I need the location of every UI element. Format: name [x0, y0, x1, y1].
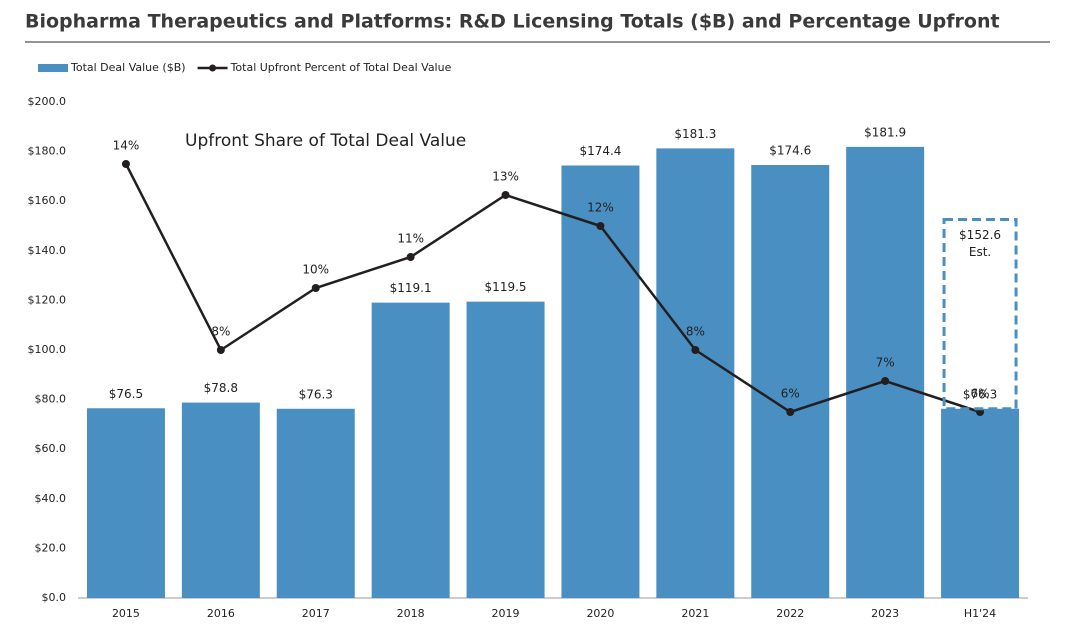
x-tick-label: 2019: [492, 607, 520, 620]
x-tick-label: 2022: [776, 607, 804, 620]
line-value-label: 7%: [876, 356, 895, 370]
line-value-label: 10%: [302, 263, 329, 277]
bar: [86, 408, 165, 598]
line-value-label: 12%: [587, 201, 614, 215]
line-value-label: 14%: [113, 139, 140, 153]
legend-swatch: [38, 64, 68, 72]
line-value-label: 8%: [211, 325, 230, 339]
bar: [181, 402, 260, 598]
bar: [276, 408, 355, 598]
x-tick-label: 2018: [397, 607, 425, 620]
bar-value-label: $181.3: [674, 127, 716, 141]
y-tick-label: $160.0: [28, 194, 67, 207]
x-tick-label: 2023: [871, 607, 899, 620]
line-value-label: 13%: [492, 170, 519, 184]
legend-swatch: [209, 64, 217, 72]
line-point: [311, 284, 320, 292]
y-tick-label: $40.0: [35, 492, 67, 505]
line-point: [406, 253, 415, 261]
bar: [941, 408, 1020, 598]
y-tick-label: $120.0: [28, 293, 67, 306]
y-tick-label: $0.0: [42, 591, 67, 604]
y-tick-label: $100.0: [28, 343, 67, 356]
y-tick-label: $180.0: [28, 145, 67, 158]
bar-value-label: $78.8: [204, 381, 238, 395]
bar-value-label: $119.5: [485, 280, 527, 294]
x-tick-label: 2021: [681, 607, 709, 620]
legend-label: Total Upfront Percent of Total Deal Valu…: [230, 61, 452, 74]
bar: [751, 164, 830, 598]
x-tick-label: 2020: [586, 607, 614, 620]
line-point: [881, 377, 890, 385]
bar-value-label: $119.1: [390, 281, 432, 295]
line-value-label: 6%: [781, 387, 800, 401]
bar: [561, 165, 640, 598]
line-point: [216, 346, 225, 354]
bar: [371, 302, 450, 598]
x-tick-label: 2016: [207, 607, 235, 620]
bar-value-label: $174.6: [769, 143, 811, 157]
estimate-value-label: $152.6: [959, 228, 1001, 242]
x-tick-label: 2015: [112, 607, 140, 620]
bar-value-label: $76.3: [963, 387, 997, 401]
y-tick-label: $140.0: [28, 244, 67, 257]
bar-value-label: $76.5: [109, 387, 143, 401]
bar-value-label: $181.9: [864, 125, 906, 139]
line-point: [121, 160, 130, 168]
y-tick-label: $60.0: [35, 442, 67, 455]
x-tick-label: 2017: [302, 607, 330, 620]
bar: [466, 301, 545, 598]
bar-value-label: $174.4: [579, 144, 621, 158]
bar-value-label: $76.3: [299, 387, 333, 401]
y-tick-label: $80.0: [35, 393, 67, 406]
line-value-label: 8%: [686, 325, 705, 339]
x-tick-label: H1'24: [964, 607, 996, 620]
estimate-box: [942, 218, 1018, 411]
annotation: Upfront Share of Total Deal Value: [185, 131, 466, 151]
line-value-label: 11%: [397, 232, 424, 246]
line-point: [596, 222, 605, 230]
bar: [656, 148, 735, 598]
line: [124, 163, 981, 414]
legend-label: Total Deal Value ($B): [70, 61, 186, 74]
line-point: [691, 346, 700, 354]
line-value-label: 6%: [971, 387, 990, 401]
line-point: [501, 191, 510, 199]
chart-title: Biopharma Therapeutics and Platforms: R&…: [25, 11, 1000, 33]
line-point: [786, 408, 795, 416]
y-tick-label: $20.0: [35, 541, 67, 554]
y-tick-label: $200.0: [28, 95, 67, 108]
estimate-label: Est.: [969, 245, 991, 259]
bar: [846, 146, 925, 598]
